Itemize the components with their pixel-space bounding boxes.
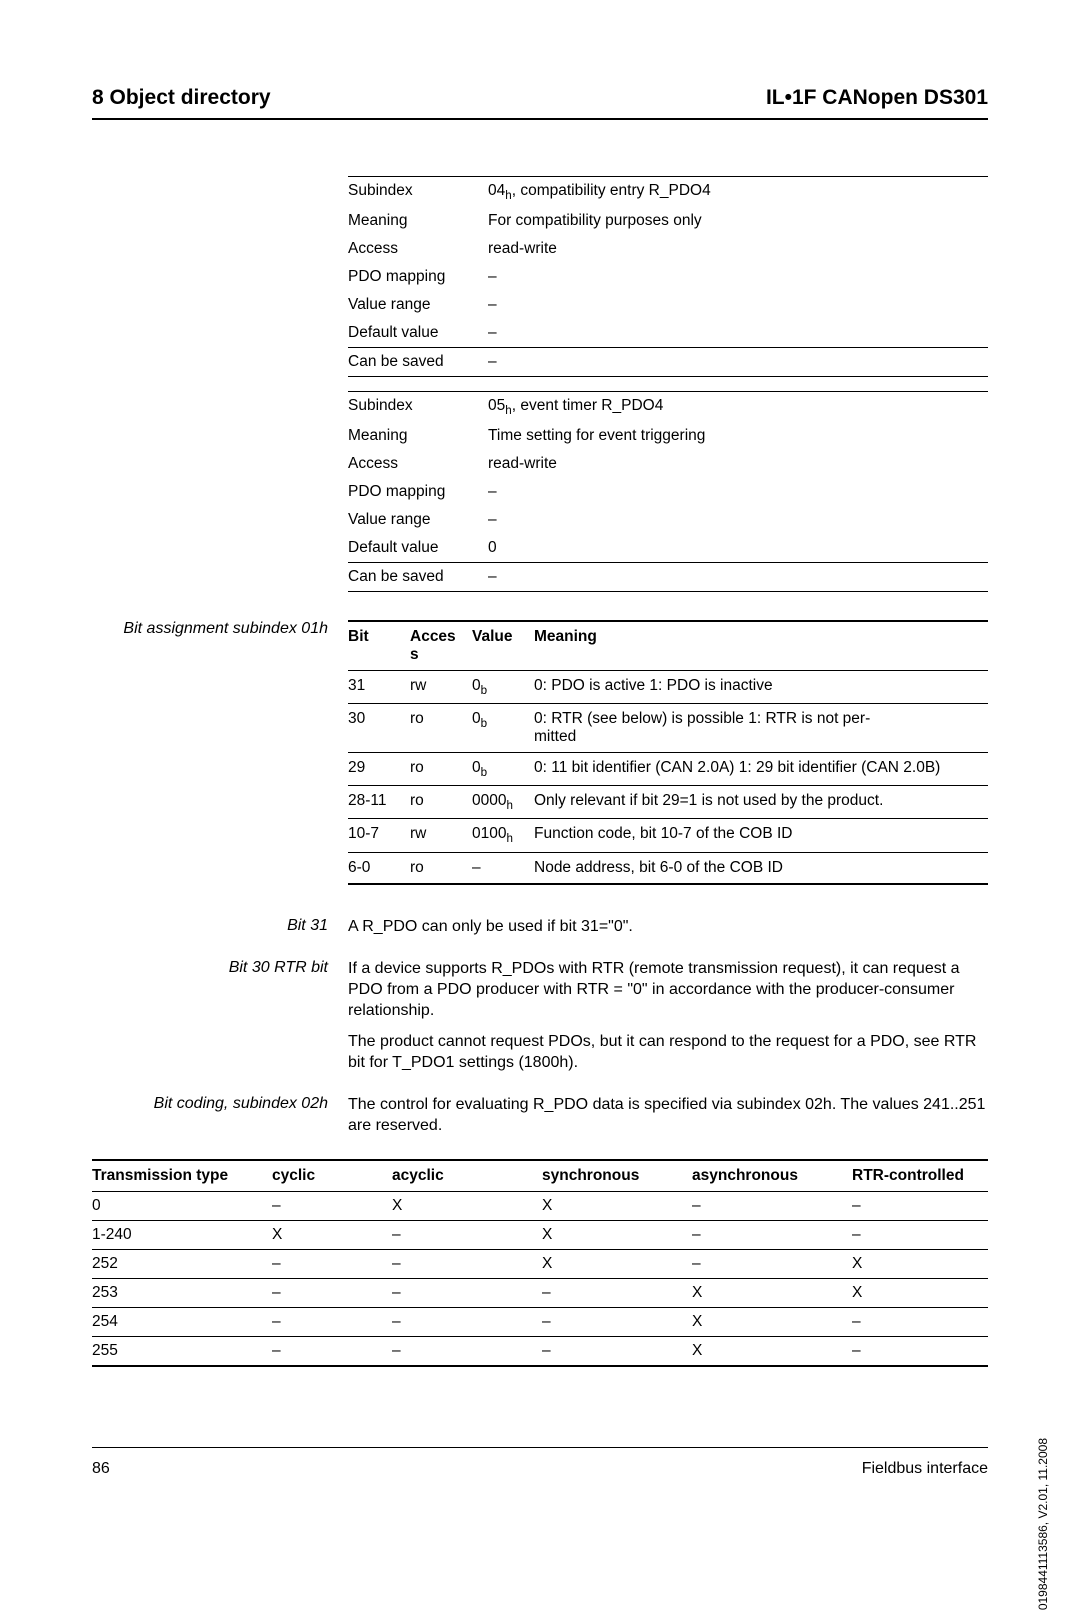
header-right: IL•1F CANopen DS301 bbox=[766, 86, 988, 110]
bit31-para: Bit 31 A R_PDO can only be used if bit 3… bbox=[92, 917, 988, 948]
bit-table: Bit Access Value Meaning 31rw0b0: PDO is… bbox=[348, 620, 988, 884]
subindex-04-block: Subindex04h, compatibility entry R_PDO4 … bbox=[92, 176, 988, 606]
cell: 0b bbox=[472, 671, 534, 704]
page-header: 8 Object directory IL•1F CANopen DS301 bbox=[92, 86, 988, 120]
bit30-para: Bit 30 RTR bit If a device supports R_PD… bbox=[92, 959, 988, 1083]
transmission-type-table: Transmission type cyclic acyclic synchro… bbox=[92, 1159, 988, 1367]
cell: 0: RTR (see below) is possible 1: RTR is… bbox=[534, 704, 988, 753]
cell: 04h, compatibility entry R_PDO4 bbox=[488, 177, 988, 208]
cell: 0000h bbox=[472, 786, 534, 819]
page-number: 86 bbox=[92, 1460, 110, 1478]
cell: 0b bbox=[472, 753, 534, 786]
bit-assignment-label: Bit assignment subindex 01h bbox=[92, 620, 348, 884]
cell: 05h, event timer R_PDO4 bbox=[488, 392, 988, 423]
page-footer: 86 Fieldbus interface bbox=[92, 1447, 988, 1478]
header-left: 8 Object directory bbox=[92, 86, 271, 110]
footer-right: Fieldbus interface bbox=[862, 1460, 988, 1478]
bitcoding-para: Bit coding, subindex 02h The control for… bbox=[92, 1095, 988, 1147]
access-header: Access bbox=[410, 621, 472, 671]
cell: 0b bbox=[472, 704, 534, 753]
bit-assignment-block: Bit assignment subindex 01h Bit Access V… bbox=[92, 620, 988, 884]
cell: 0100h bbox=[472, 819, 534, 852]
subindex-05-table: Subindex05h, event timer R_PDO4 MeaningT… bbox=[348, 391, 988, 592]
side-text: 0198441113586, V2.01, 11.2008 bbox=[1036, 1438, 1050, 1610]
subindex-04-table: Subindex04h, compatibility entry R_PDO4 … bbox=[348, 176, 988, 377]
